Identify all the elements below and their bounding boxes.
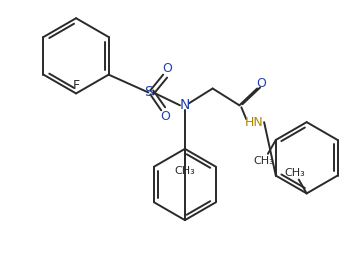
Text: O: O	[162, 62, 172, 75]
Text: F: F	[72, 79, 80, 92]
Text: HN: HN	[245, 116, 263, 129]
Text: N: N	[180, 98, 190, 112]
Text: CH₃: CH₃	[253, 156, 274, 166]
Text: CH₃: CH₃	[175, 166, 195, 176]
Text: O: O	[256, 77, 266, 90]
Text: S: S	[144, 85, 153, 99]
Text: O: O	[160, 110, 170, 123]
Text: CH₃: CH₃	[285, 168, 305, 178]
